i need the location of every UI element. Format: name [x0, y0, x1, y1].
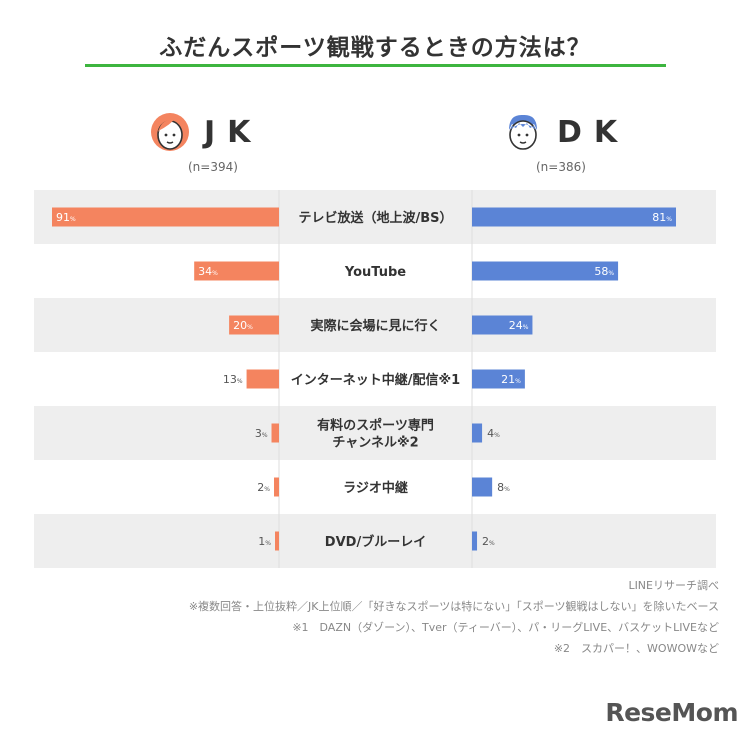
dk-value-label: 58% — [594, 265, 614, 278]
jk-value-label: 1% — [258, 535, 271, 548]
footnote-1: ※1 DAZN（ダゾーン）、Tver（ティーバー）、パ・リーグLIVE、バスケッ… — [292, 621, 719, 634]
dk-bar — [472, 369, 525, 389]
dk-value-label: 2% — [482, 535, 495, 548]
girl-face-icon — [151, 113, 189, 151]
logo-text: ReseMom — [605, 698, 738, 727]
source-note: LINEリサーチ調べ — [628, 579, 719, 592]
jk-value-label: 2% — [257, 481, 270, 494]
category-label: チャンネル※2 — [332, 436, 418, 451]
row-band — [34, 406, 716, 460]
jk-value-label: 20% — [233, 319, 253, 332]
jk-bar — [274, 477, 279, 497]
boy-face-icon — [509, 114, 537, 150]
jk-header: JK — [148, 110, 262, 154]
base-note: ※複数回答・上位抜粋／JK上位順／「好きなスポーツは特にない」「スポーツ観戦はし… — [188, 600, 719, 613]
row-band — [34, 298, 716, 352]
jk-bar — [275, 531, 279, 551]
category-label: ラジオ中継 — [343, 480, 408, 496]
category-label: YouTube — [344, 265, 406, 280]
dk-value-label: 8% — [497, 481, 510, 494]
footnotes: LINEリサーチ調べ ※複数回答・上位抜粋／JK上位順／「好きなスポーツは特にな… — [189, 575, 719, 659]
title-underline — [85, 64, 666, 67]
dk-bar — [472, 261, 619, 281]
jk-bar — [52, 207, 279, 227]
dk-value-label: 24% — [509, 319, 529, 332]
dk-bar — [472, 423, 483, 443]
jk-label: JK — [204, 114, 263, 150]
jk-bar — [246, 369, 279, 389]
dk-bar — [472, 207, 676, 227]
category-label: DVD/ブルーレイ — [325, 534, 426, 550]
resemom-logo: ReseMom — [605, 698, 738, 727]
dk-value-label: 81% — [652, 211, 672, 224]
dk-value-label: 21% — [501, 373, 521, 386]
dk-value-label: 4% — [487, 427, 500, 440]
dk-label: DK — [557, 114, 630, 150]
jk-value-label: 13% — [223, 373, 243, 386]
jk-value-label: 91% — [56, 211, 76, 224]
dk-bar — [472, 315, 533, 335]
dk-bar — [472, 531, 478, 551]
jk-sample-size: (n=394) — [188, 160, 238, 174]
jk-bar — [229, 315, 279, 335]
jk-bar — [271, 423, 279, 443]
page-title: ふだんスポーツ観戦するときの方法は？ — [159, 35, 591, 61]
category-label: 実際に会場に見に行く — [310, 318, 440, 334]
jk-value-label: 34% — [198, 265, 218, 278]
jk-value-label: 3% — [255, 427, 268, 440]
category-label: テレビ放送（地上波/BS） — [298, 210, 452, 226]
category-label: インターネット中継/配信※1 — [291, 372, 460, 388]
jk-bar — [194, 261, 279, 281]
row-band — [34, 514, 716, 568]
dk-header: DK — [501, 110, 629, 154]
dk-sample-size: (n=386) — [536, 160, 586, 174]
dk-bar — [472, 477, 493, 497]
category-label: 有料のスポーツ専門 — [317, 418, 434, 434]
footnote-2: ※2 スカパー！、WOWOWなど — [553, 642, 719, 655]
